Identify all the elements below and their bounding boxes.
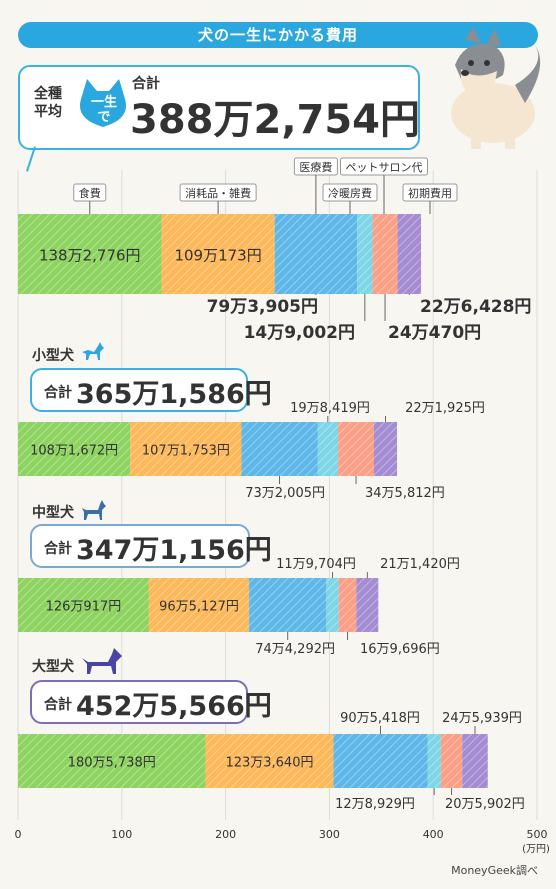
bar-segment-hatch <box>205 734 334 788</box>
bar-segment-hatch <box>372 214 398 294</box>
segment-label: 109万173円 <box>174 247 261 265</box>
medium-total-value: 347万1,156円 <box>76 535 272 566</box>
small-dog-icon <box>82 342 104 360</box>
segment-label: 126万917円 <box>46 600 122 615</box>
source-note: MoneyGeek調べ <box>451 864 538 877</box>
category-label: 消耗品・雑費 <box>185 186 251 200</box>
dog-head-badge-icon <box>79 79 127 127</box>
segment-callout-label: 20万5,902円 <box>445 797 525 812</box>
bar-segment-hatch <box>249 578 327 632</box>
bar-segment-hatch <box>373 422 398 476</box>
x-unit-label: (万円) <box>522 844 550 855</box>
average-label: 全種 平均 <box>34 86 62 120</box>
bar-segment-hatch <box>18 734 206 788</box>
bar-segment-hatch <box>317 422 339 476</box>
segment-callout-label: 19万8,419円 <box>290 401 370 416</box>
x-tick-label: 200 <box>215 828 236 841</box>
large-total-callout: 合計 452万5,566円 <box>30 680 272 724</box>
segment-callout-label: 12万8,929円 <box>335 797 415 812</box>
medium-total-callout: 合計 347万1,156円 <box>30 524 272 568</box>
segment-callout-label: 74万4,292円 <box>255 642 335 657</box>
segment-callout-label: 79万3,905円 <box>207 297 318 317</box>
bar-segment-hatch <box>462 734 488 788</box>
size-label-small: 小型犬 <box>32 348 74 364</box>
large-dog-icon <box>82 648 122 674</box>
segment-label: 96万5,127円 <box>159 600 239 615</box>
segment-label: 123万3,640円 <box>225 756 313 771</box>
small-total-value: 365万1,586円 <box>76 379 272 410</box>
x-tick-label: 400 <box>423 828 444 841</box>
bar-segment-hatch <box>18 214 162 294</box>
category-label: ペットサロン代 <box>346 161 423 174</box>
overall-total-value: 388万2,754円 <box>130 97 421 143</box>
medium-dog-icon <box>82 500 106 520</box>
bar-segment-hatch <box>130 422 242 476</box>
segment-callout-label: 14万9,002円 <box>244 323 355 343</box>
medium-total-prefix: 合計 <box>44 541 72 557</box>
bar-segment-hatch <box>18 578 149 632</box>
category-label: 食費 <box>79 186 101 200</box>
large-total-prefix: 合計 <box>44 697 72 713</box>
small-total-callout: 合計 365万1,586円 <box>30 368 272 412</box>
segment-callout-label: 34万5,812円 <box>365 486 445 501</box>
segment-callout-label: 22万6,428円 <box>420 297 531 317</box>
bar-segment-hatch <box>440 734 463 788</box>
badge-text: 一生 で <box>90 95 117 125</box>
segment-callout-label: 21万1,420円 <box>380 557 460 572</box>
segment-callout-label: 22万1,925円 <box>405 401 485 416</box>
size-label-large: 大型犬 <box>32 659 74 675</box>
segment-callout-label: 11万9,704円 <box>276 557 356 572</box>
bar-segment-hatch <box>241 422 318 476</box>
husky-illustration-icon <box>451 27 541 149</box>
size-label-medium: 中型犬 <box>32 505 74 521</box>
bar-segment-hatch <box>18 422 131 476</box>
bar-segment-hatch <box>338 422 374 476</box>
segment-label: 180万5,738円 <box>68 756 156 771</box>
bar-segment-hatch <box>326 578 339 632</box>
category-label: 初期費用 <box>408 186 452 200</box>
segment-callout-label: 24万470円 <box>388 323 481 343</box>
large-total-value: 452万5,566円 <box>76 691 272 722</box>
segment-label: 108万1,672円 <box>30 444 118 459</box>
chart-title: 犬の一生にかかる費用 <box>18 22 538 48</box>
bar-segment-hatch <box>357 214 373 294</box>
segment-label: 138万2,776円 <box>39 247 141 265</box>
segment-callout-label: 73万2,005円 <box>245 486 325 501</box>
bar-segment-hatch <box>333 734 428 788</box>
overall-total-callout: 全種 平均 一生 で 合計 388万2,754円 <box>18 65 420 150</box>
x-tick-label: 100 <box>111 828 132 841</box>
x-tick-label: 0 <box>15 828 22 841</box>
segment-callout-label: 24万5,939円 <box>442 711 522 726</box>
overall-total-prefix: 合計 <box>132 76 160 92</box>
bar-segment-hatch <box>274 214 358 294</box>
bar-segment-hatch <box>148 578 250 632</box>
bar-segment-hatch <box>427 734 441 788</box>
category-label: 医療費 <box>299 160 332 174</box>
bar-segment-hatch <box>161 214 275 294</box>
bar-segment-hatch <box>397 214 422 294</box>
x-tick-label: 300 <box>319 828 340 841</box>
category-label: 冷暖房費 <box>328 186 372 200</box>
x-tick-label: 500 <box>527 828 548 841</box>
small-total-prefix: 合計 <box>44 385 72 401</box>
bar-segment-hatch <box>338 578 357 632</box>
segment-label: 107万1,753円 <box>142 444 230 459</box>
segment-callout-label: 16万9,696円 <box>360 642 440 657</box>
segment-callout-label: 90万5,418円 <box>340 711 420 726</box>
bar-segment-hatch <box>356 578 379 632</box>
